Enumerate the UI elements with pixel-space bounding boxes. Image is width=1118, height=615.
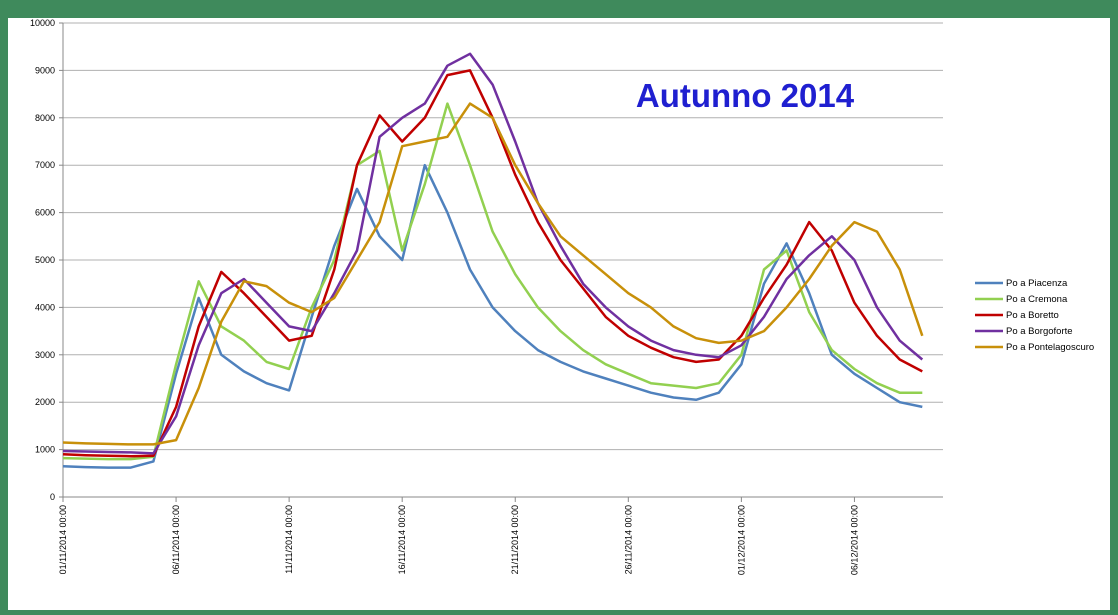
series-line [62, 102, 923, 461]
y-tick-label: 8000 [35, 113, 55, 123]
x-tick-label: 01/11/2014 00:00 [58, 505, 68, 574]
series-line [62, 102, 924, 446]
legend-label: Po a Piacenza [1006, 278, 1068, 289]
x-tick-label: 06/12/2014 00:00 [849, 505, 859, 575]
series-line [62, 52, 924, 455]
x-tick-label: 21/11/2014 00:00 [510, 505, 520, 574]
y-tick-label: 0 [50, 492, 55, 502]
y-tick-label: 6000 [35, 208, 55, 218]
chart-title: Autunno 2014 [636, 77, 855, 114]
chart-area [8, 18, 1110, 610]
x-tick-label: 11/11/2014 00:00 [284, 505, 294, 574]
y-tick-label: 5000 [35, 255, 55, 265]
y-tick-label: 7000 [35, 160, 55, 170]
legend-label: Po a Borgoforte [1006, 326, 1073, 337]
x-tick-label: 16/11/2014 00:00 [397, 505, 407, 574]
y-tick-label: 3000 [35, 350, 55, 360]
x-tick-label: 06/11/2014 00:00 [171, 505, 181, 574]
x-tick-label: 26/11/2014 00:00 [623, 505, 633, 574]
y-tick-label: 1000 [35, 445, 55, 455]
y-tick-label: 9000 [35, 65, 55, 75]
y-tick-label: 2000 [35, 397, 55, 407]
legend-label: Po a Boretto [1006, 310, 1059, 321]
y-tick-label: 10000 [30, 18, 55, 28]
legend-label: Po a Cremona [1006, 294, 1068, 305]
y-tick-label: 4000 [35, 302, 55, 312]
x-tick-label: 01/12/2014 00:00 [736, 505, 746, 575]
legend-label: Po a Pontelagoscuro [1006, 342, 1094, 353]
